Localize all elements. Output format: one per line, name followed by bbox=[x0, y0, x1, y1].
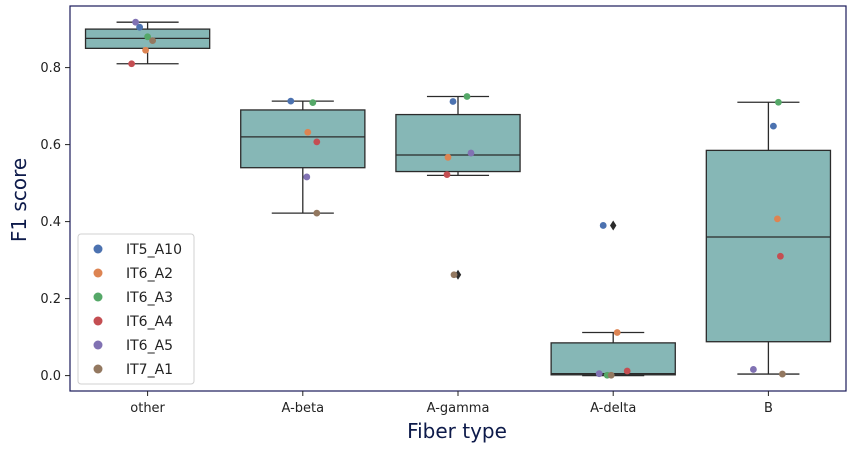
legend-label: IT6_A2 bbox=[126, 266, 173, 282]
x-axis-label: Fiber type bbox=[407, 419, 507, 443]
legend-marker bbox=[93, 292, 103, 302]
box-B bbox=[705, 101, 832, 375]
x-tick-label: A-beta bbox=[281, 401, 324, 416]
legend-marker bbox=[93, 340, 103, 350]
legend-item: IT7_A1 bbox=[93, 362, 173, 378]
data-point bbox=[443, 171, 451, 179]
y-tick-label: 0.0 bbox=[40, 369, 61, 384]
outlier-marker bbox=[610, 220, 617, 231]
legend-label: IT6_A3 bbox=[126, 290, 173, 306]
data-point bbox=[313, 209, 321, 217]
data-point bbox=[607, 371, 615, 379]
legend: IT5_A10 IT6_A2 IT6_A3 IT6_A4 IT6_A5 IT7_A1 bbox=[77, 233, 195, 385]
box-other bbox=[84, 21, 211, 65]
box-iqr bbox=[550, 342, 676, 376]
data-point bbox=[303, 173, 311, 181]
data-point bbox=[750, 366, 757, 373]
box-iqr bbox=[705, 149, 832, 343]
legend-marker bbox=[93, 244, 103, 254]
box-A-gamma bbox=[395, 95, 521, 280]
data-point bbox=[132, 18, 140, 26]
legend-label: IT6_A4 bbox=[126, 314, 173, 330]
x-tick-label: B bbox=[764, 401, 773, 416]
data-point bbox=[774, 215, 781, 223]
data-point bbox=[313, 138, 321, 146]
y-tick-label: 0.4 bbox=[40, 215, 61, 230]
box-iqr bbox=[240, 109, 366, 169]
x-tick-label: A-delta bbox=[590, 401, 636, 416]
data-point bbox=[309, 99, 317, 107]
data-point bbox=[304, 128, 312, 136]
plot-area bbox=[84, 18, 832, 379]
strip-points bbox=[128, 18, 786, 379]
x-tick-label: A-gamma bbox=[427, 401, 490, 416]
legend-box bbox=[77, 233, 195, 385]
data-point bbox=[144, 33, 152, 41]
y-axis-label: F1 score bbox=[7, 158, 31, 242]
data-point bbox=[449, 98, 457, 105]
box-iqr bbox=[395, 113, 521, 173]
legend-label: IT5_A10 bbox=[126, 242, 182, 258]
data-point bbox=[136, 23, 144, 31]
data-point bbox=[287, 97, 295, 105]
legend-label: IT7_A1 bbox=[126, 362, 173, 378]
data-point bbox=[599, 222, 607, 229]
data-point bbox=[779, 370, 786, 378]
legend-marker bbox=[93, 316, 103, 326]
box-A-delta bbox=[550, 220, 676, 377]
legend-item: IT6_A3 bbox=[93, 290, 173, 306]
legend-marker bbox=[93, 364, 103, 374]
data-point bbox=[775, 98, 782, 106]
axes: 0.0 0.2 0.4 0.6 0.8 other A-beta A-gamma A-delta… bbox=[40, 5, 847, 416]
data-point bbox=[128, 60, 136, 68]
data-point bbox=[613, 329, 621, 336]
data-point bbox=[623, 367, 631, 375]
legend-item: IT6_A4 bbox=[93, 314, 173, 330]
y-tick-label: 0.2 bbox=[40, 292, 61, 307]
data-point bbox=[149, 37, 157, 45]
data-point bbox=[463, 93, 471, 100]
legend-label: IT6_A5 bbox=[126, 338, 173, 354]
y-tick-label: 0.6 bbox=[40, 138, 61, 153]
legend-marker bbox=[93, 268, 103, 278]
y-tick-label: 0.8 bbox=[40, 61, 61, 76]
x-tick-label: other bbox=[130, 401, 165, 416]
box-A-beta bbox=[240, 100, 366, 214]
data-point bbox=[777, 252, 784, 260]
data-point bbox=[770, 122, 777, 130]
outlier-marker bbox=[454, 269, 462, 280]
data-point bbox=[450, 271, 458, 279]
legend-item: IT5_A10 bbox=[93, 242, 182, 258]
data-point bbox=[595, 370, 603, 378]
legend-item: IT6_A2 bbox=[93, 266, 173, 282]
data-point bbox=[444, 153, 452, 161]
data-point bbox=[142, 46, 150, 54]
data-point bbox=[467, 149, 475, 157]
legend-item: IT6_A5 bbox=[93, 338, 173, 354]
